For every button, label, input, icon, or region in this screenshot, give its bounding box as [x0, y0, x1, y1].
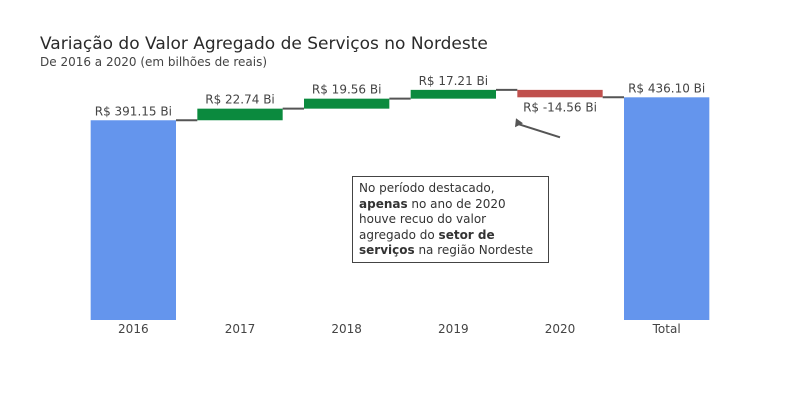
x-tick-label: 2019: [438, 322, 469, 336]
bar-total: [624, 97, 710, 320]
x-tick-label: 2016: [118, 322, 149, 336]
data-label: R$ 436.10 Bi: [628, 81, 705, 95]
annotation-arrow-head: [515, 118, 523, 128]
annotation-text-part: No período destacado,: [359, 181, 495, 195]
chart-subtitle: De 2016 a 2020 (em bilhões de reais): [40, 55, 268, 69]
annotation-text-part: na região Nordeste: [414, 243, 534, 257]
chart-title: Variação do Valor Agregado de Serviços n…: [40, 34, 488, 54]
annotation-text-bold: setor de serviços: [359, 227, 495, 258]
bar-2016: [90, 120, 176, 321]
data-label: R$ 17.21 Bi: [419, 74, 489, 88]
bar-2018: [304, 98, 390, 109]
data-label: R$ 391.15 Bi: [95, 104, 172, 118]
annotation-box: No período destacado, apenas no ano de 2…: [352, 176, 549, 263]
annotation-arrow-line: [518, 123, 561, 139]
x-tick-label: Total: [652, 322, 681, 336]
bar-2019: [410, 89, 496, 99]
bar-2017: [197, 108, 283, 121]
x-tick-label: 2018: [331, 322, 362, 336]
annotation-text-part: no ano de 2020 houve recuo do valor agre…: [359, 196, 506, 242]
bar-2020: [517, 89, 603, 98]
annotation-text-bold: apenas: [359, 196, 408, 211]
data-label: R$ -14.56 Bi: [523, 100, 597, 114]
x-tick-label: 2017: [225, 322, 256, 336]
x-tick-label: 2020: [545, 322, 576, 336]
data-label: R$ 22.74 Bi: [205, 93, 275, 107]
data-label: R$ 19.56 Bi: [312, 83, 382, 97]
